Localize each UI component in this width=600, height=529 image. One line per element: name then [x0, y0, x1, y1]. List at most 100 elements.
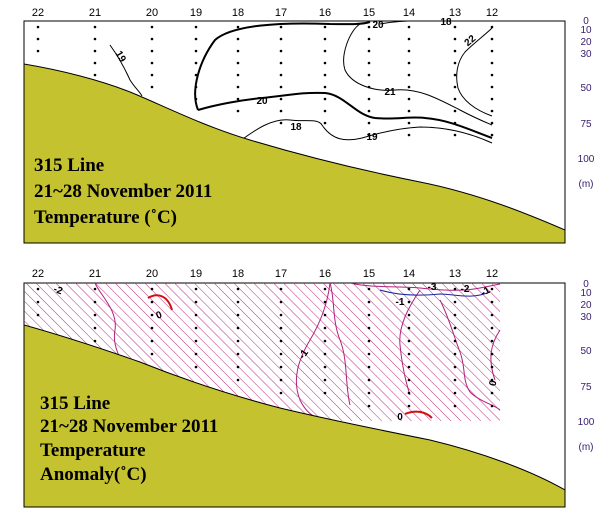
anomaly-zero-contour	[147, 294, 173, 311]
sampling-dot	[279, 326, 283, 330]
sampling-dot	[279, 352, 283, 356]
station-label: 16	[319, 268, 331, 280]
depth-label: 75	[580, 119, 592, 130]
temperature-contours	[109, 21, 493, 144]
sampling-dot	[367, 85, 371, 89]
depth-label: 0	[583, 279, 589, 290]
sampling-dot	[323, 61, 327, 65]
anomaly-station-labels: 22 21 20 19 18 17 16 15 14 13 12	[32, 268, 498, 280]
sampling-dot	[194, 85, 198, 89]
sampling-dot	[367, 378, 371, 382]
sampling-dot	[236, 300, 240, 304]
sampling-dot	[490, 109, 494, 113]
sampling-dot	[407, 378, 411, 382]
sampling-dot	[323, 365, 327, 369]
sampling-dot	[279, 378, 283, 382]
sampling-dot	[407, 85, 411, 89]
contour-label: 0	[488, 379, 500, 388]
contour-label: 21	[384, 87, 396, 98]
sampling-dot	[453, 25, 457, 29]
contour-18-19-line	[239, 119, 493, 144]
sampling-dot	[490, 37, 494, 41]
sampling-dot	[194, 37, 198, 41]
sampling-dot	[453, 85, 457, 89]
station-label: 13	[449, 7, 461, 19]
sampling-dot	[367, 61, 371, 65]
sampling-dot	[150, 73, 154, 77]
depth-label: 50	[580, 346, 592, 357]
sampling-dot	[150, 25, 154, 29]
sampling-dot	[93, 73, 97, 77]
station-label: 13	[449, 268, 461, 280]
sampling-dot	[490, 300, 494, 304]
sampling-dot	[279, 300, 283, 304]
sampling-dot	[490, 49, 494, 53]
anomaly-zero-contour	[404, 410, 433, 419]
sampling-dot	[236, 352, 240, 356]
sampling-dot	[490, 25, 494, 29]
sampling-dot	[323, 287, 327, 291]
sampling-dot	[490, 85, 494, 89]
sampling-dot	[236, 339, 240, 343]
station-label: 17	[275, 7, 287, 19]
sampling-dot	[490, 326, 494, 330]
sampling-dot	[490, 73, 494, 77]
depth-label: 30	[580, 49, 592, 60]
contour-label: 19	[113, 49, 128, 65]
contour-label: 18	[440, 17, 452, 28]
sampling-dot	[490, 404, 494, 408]
sampling-dot	[93, 37, 97, 41]
sampling-dot	[367, 49, 371, 53]
sampling-dot	[453, 61, 457, 65]
sampling-dot	[367, 339, 371, 343]
anomaly-contour-line	[295, 283, 331, 419]
sampling-dot	[453, 109, 457, 113]
anomaly-sampling-dots	[36, 287, 494, 408]
temperature-sampling-dots	[36, 25, 494, 137]
contour-label: 20	[372, 20, 384, 31]
sampling-dot	[407, 352, 411, 356]
temperature-title-line1: 315 Line	[34, 155, 104, 176]
sampling-dot	[93, 61, 97, 65]
sampling-dot	[453, 378, 457, 382]
sampling-dot	[407, 25, 411, 29]
station-label: 22	[32, 7, 44, 19]
sampling-dot	[93, 313, 97, 317]
contour-20-line	[194, 21, 371, 111]
contour-label: 18	[290, 122, 302, 133]
sampling-dot	[36, 300, 40, 304]
sampling-dot	[93, 287, 97, 291]
sampling-dot	[194, 25, 198, 29]
sampling-dot	[323, 300, 327, 304]
sampling-dot	[453, 313, 457, 317]
contour-label: -2	[52, 284, 65, 298]
station-label: 15	[363, 268, 375, 280]
sampling-dot	[453, 300, 457, 304]
depth-label: 20	[580, 37, 592, 48]
station-label: 12	[486, 7, 498, 19]
sampling-dot	[490, 133, 494, 137]
sampling-dot	[407, 73, 411, 77]
sampling-dot	[279, 61, 283, 65]
sampling-dot	[194, 313, 198, 317]
depth-label: 50	[580, 83, 592, 94]
sampling-dot	[490, 339, 494, 343]
sampling-dot	[407, 121, 411, 125]
station-label: 21	[89, 268, 101, 280]
sampling-dot	[453, 404, 457, 408]
temperature-title-line2: 21~28 November 2011	[34, 181, 212, 202]
station-label: 19	[190, 7, 202, 19]
contour-20-top-line	[379, 21, 430, 25]
sampling-dot	[279, 365, 283, 369]
sampling-dot	[453, 326, 457, 330]
station-label: 14	[403, 268, 415, 280]
sampling-dot	[407, 97, 411, 101]
sampling-dot	[279, 313, 283, 317]
sampling-dot	[36, 37, 40, 41]
sampling-dot	[490, 121, 494, 125]
depth-label: 20	[580, 300, 592, 311]
sampling-dot	[323, 339, 327, 343]
sampling-dot	[279, 25, 283, 29]
sampling-dot	[453, 365, 457, 369]
